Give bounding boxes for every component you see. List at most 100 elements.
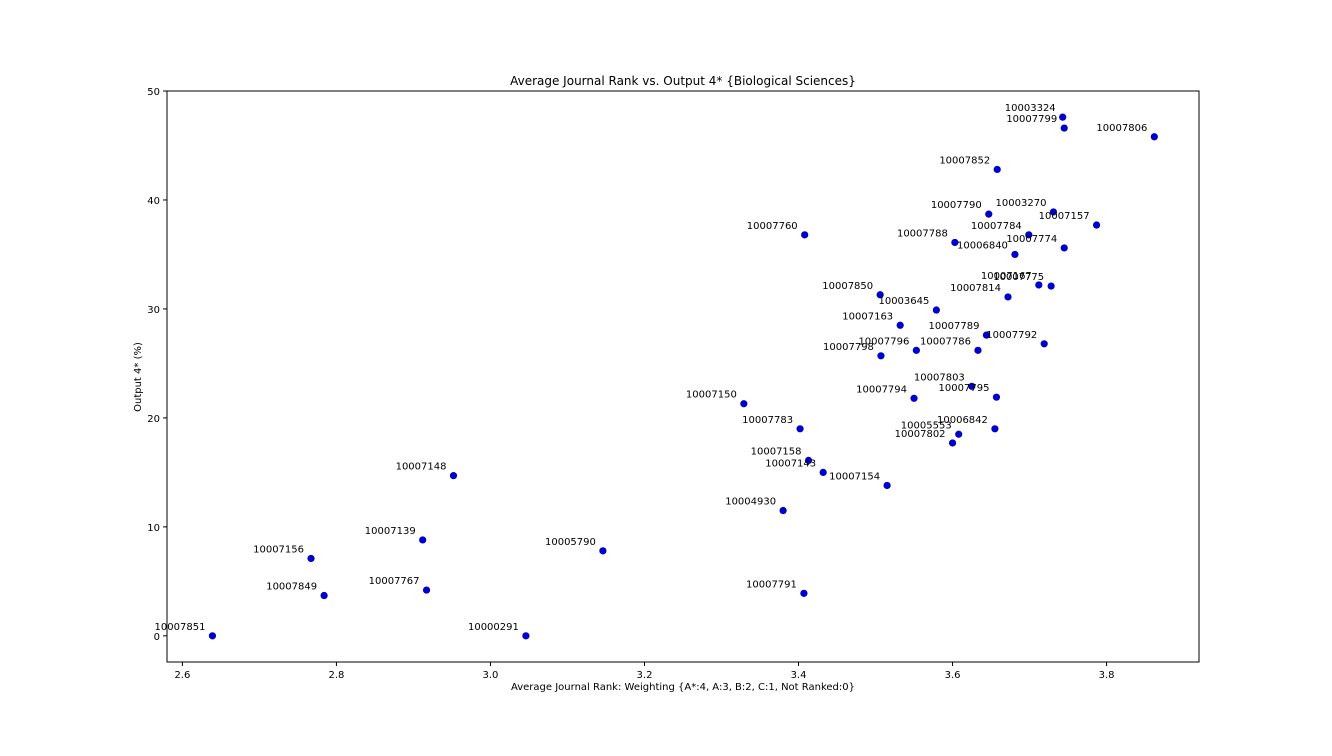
plot-frame bbox=[166, 90, 1200, 663]
data-point bbox=[982, 331, 991, 339]
data-point bbox=[307, 554, 315, 563]
data-label: 10007143 bbox=[765, 458, 816, 469]
data-point bbox=[599, 547, 607, 555]
y-tick-label: 50 bbox=[147, 87, 160, 98]
data-label: 10005790 bbox=[545, 537, 596, 548]
data-label: 10007790 bbox=[931, 200, 982, 211]
x-tick-label: 3.0 bbox=[483, 670, 499, 681]
data-label: 10007794 bbox=[856, 384, 907, 395]
data-label: 10007784 bbox=[971, 221, 1022, 232]
x-tick-label: 2.8 bbox=[328, 670, 344, 681]
data-point bbox=[1035, 281, 1043, 289]
data-point bbox=[1150, 133, 1158, 141]
data-point bbox=[1049, 208, 1058, 216]
data-label: 10007799 bbox=[1006, 114, 1057, 125]
data-point bbox=[800, 589, 808, 597]
data-point bbox=[876, 291, 884, 299]
data-label: 10007157 bbox=[1039, 211, 1090, 222]
data-point bbox=[951, 238, 959, 247]
data-label: 10007148 bbox=[396, 462, 447, 473]
data-point bbox=[449, 472, 458, 480]
data-label: 10007767 bbox=[369, 576, 420, 587]
data-point bbox=[419, 536, 427, 544]
data-label: 10007791 bbox=[746, 579, 797, 590]
data-point bbox=[1059, 113, 1067, 121]
data-point bbox=[320, 591, 328, 600]
data-label: 10006842 bbox=[937, 415, 988, 426]
data-point bbox=[974, 346, 982, 354]
data-label: 10007167 bbox=[981, 271, 1032, 282]
data-point bbox=[955, 430, 963, 438]
data-point bbox=[804, 456, 813, 465]
x-tick-label: 3.4 bbox=[791, 670, 807, 681]
data-label: 10007775 bbox=[993, 272, 1044, 283]
data-point bbox=[1040, 340, 1048, 348]
data-label: 10007796 bbox=[858, 336, 909, 347]
data-label: 10007850 bbox=[822, 281, 873, 292]
data-label: 10007774 bbox=[1006, 234, 1057, 245]
data-label: 10007788 bbox=[897, 228, 948, 239]
data-point bbox=[1092, 221, 1101, 229]
data-label: 10003324 bbox=[1005, 103, 1056, 114]
data-point bbox=[1060, 124, 1068, 132]
x-tick-label: 3.8 bbox=[1099, 670, 1115, 681]
data-point bbox=[968, 382, 976, 390]
y-tick-label: 20 bbox=[147, 414, 160, 425]
data-point bbox=[883, 481, 891, 490]
data-label: 10007158 bbox=[751, 446, 802, 457]
data-label: 10007150 bbox=[686, 390, 737, 401]
data-point bbox=[796, 425, 804, 433]
y-tick-label: 40 bbox=[147, 196, 160, 207]
data-label: 10000291 bbox=[468, 622, 519, 633]
data-label: 10007760 bbox=[747, 221, 798, 232]
y-axis: 0 10 20 30 40 50 bbox=[147, 87, 167, 643]
chart-title: Average Journal Rank vs. Output 4* {Biol… bbox=[510, 74, 856, 88]
x-tick-label: 3.2 bbox=[637, 670, 653, 681]
data-point bbox=[912, 346, 920, 354]
x-tick-label: 3.6 bbox=[945, 670, 961, 681]
data-label: 10005553 bbox=[901, 420, 952, 431]
data-point bbox=[740, 400, 748, 408]
data-label: 10007792 bbox=[986, 330, 1037, 341]
x-axis-label: Average Journal Rank: Weighting {A*:4, A… bbox=[511, 682, 855, 693]
data-label: 10007154 bbox=[829, 471, 880, 482]
data-label: 10007806 bbox=[1096, 123, 1147, 134]
data-point bbox=[992, 393, 1001, 401]
data-label: 10007802 bbox=[895, 429, 946, 440]
data-point bbox=[948, 439, 957, 447]
data-point bbox=[991, 425, 999, 433]
data-point bbox=[896, 321, 904, 329]
data-label: 10007786 bbox=[920, 336, 971, 347]
data-label: 10007795 bbox=[939, 383, 990, 394]
y-axis-label: Output 4* (%) bbox=[133, 342, 144, 412]
data-label: 10007163 bbox=[842, 311, 893, 322]
data-point bbox=[877, 352, 885, 360]
data-point bbox=[1004, 293, 1012, 301]
data-label: 10007789 bbox=[929, 321, 980, 332]
x-axis: 2.6 2.8 3.0 3.2 3.4 3.6 3.8 bbox=[174, 662, 1115, 681]
data-label: 10007803 bbox=[914, 372, 965, 383]
x-tick-label: 2.6 bbox=[174, 670, 190, 681]
data-label: 10007156 bbox=[253, 544, 304, 555]
data-point bbox=[779, 506, 787, 515]
y-tick-label: 30 bbox=[147, 305, 160, 316]
data-point bbox=[208, 632, 217, 640]
data-point bbox=[1060, 244, 1068, 252]
data-point bbox=[819, 468, 827, 476]
data-label: 10004930 bbox=[725, 497, 776, 508]
y-tick-label: 10 bbox=[147, 523, 160, 534]
data-point bbox=[993, 165, 1001, 174]
data-label: 10007851 bbox=[155, 622, 206, 633]
data-label: 10007814 bbox=[950, 283, 1001, 294]
data-label: 10007849 bbox=[266, 582, 317, 593]
data-label: 10007852 bbox=[939, 155, 990, 166]
data-point bbox=[422, 586, 431, 594]
data-label: 10003270 bbox=[996, 198, 1047, 209]
data-label: 10006840 bbox=[957, 240, 1008, 251]
data-point bbox=[910, 394, 918, 402]
data-label: 10003645 bbox=[878, 296, 929, 307]
data-point bbox=[1025, 231, 1033, 239]
y-tick-label: 0 bbox=[154, 632, 160, 643]
